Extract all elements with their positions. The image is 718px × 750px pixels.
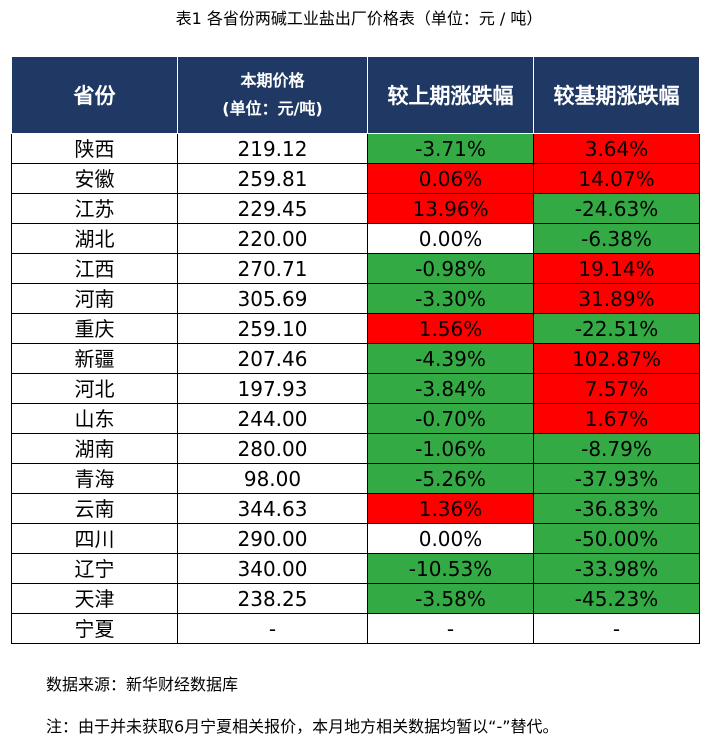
cell-mom-change: -0.98%: [367, 253, 534, 284]
source-note: 数据来源：新华财经数据库: [46, 675, 239, 694]
table-row: 天津 238.25 -3.58% -45.23%: [11, 583, 700, 614]
cell-yoy-change: -8.79%: [533, 433, 700, 464]
cell-yoy-change: 3.64%: [533, 133, 700, 164]
cell-price: 220.00: [177, 223, 368, 254]
cell-province: 天津: [11, 583, 178, 614]
table-row: 湖南 280.00 -1.06% -8.79%: [11, 433, 700, 464]
cell-price: 197.93: [177, 373, 368, 404]
header-mom-change: 较上期涨跌幅: [367, 56, 534, 134]
cell-yoy-change: -37.93%: [533, 463, 700, 494]
cell-yoy-change: -33.98%: [533, 553, 700, 584]
cell-province: 云南: [11, 493, 178, 524]
cell-mom-change: -3.71%: [367, 133, 534, 164]
cell-price: 98.00: [177, 463, 368, 494]
table-header-row: 省份 本期价格 (单位：元/吨) 较上期涨跌幅 较基期涨跌幅: [11, 56, 700, 134]
table-body: 陕西 219.12 -3.71% 3.64% 安徽 259.81 0.06% 14.07% 江苏…: [11, 133, 700, 644]
table-row: 新疆 207.46 -4.39% 102.87%: [11, 343, 700, 374]
cell-yoy-change: -22.51%: [533, 313, 700, 344]
cell-province: 江西: [11, 253, 178, 284]
cell-mom-change: 0.00%: [367, 223, 534, 254]
cell-yoy-change: -24.63%: [533, 193, 700, 224]
table-row: 四川 290.00 0.00% -50.00%: [11, 523, 700, 554]
cell-price: 238.25: [177, 583, 368, 614]
table-row: 云南 344.63 1.36% -36.83%: [11, 493, 700, 524]
cell-price: 207.46: [177, 343, 368, 374]
table-row: 河南 305.69 -3.30% 31.89%: [11, 283, 700, 314]
cell-mom-change: -: [367, 613, 534, 644]
header-yoy-change: 较基期涨跌幅: [533, 56, 700, 134]
table-title: 表1 各省份两碱工业盐出厂价格表（单位：元 / 吨）: [175, 9, 543, 28]
cell-province: 陕西: [11, 133, 178, 164]
table-row: 山东 244.00 -0.70% 1.67%: [11, 403, 700, 434]
cell-yoy-change: -6.38%: [533, 223, 700, 254]
cell-price: 305.69: [177, 283, 368, 314]
cell-mom-change: -3.58%: [367, 583, 534, 614]
cell-province: 宁夏: [11, 613, 178, 644]
cell-price: 219.12: [177, 133, 368, 164]
header-province: 省份: [11, 56, 178, 134]
header-price-line2: (单位：元/吨): [222, 99, 323, 118]
cell-yoy-change: 31.89%: [533, 283, 700, 314]
cell-mom-change: -3.30%: [367, 283, 534, 314]
cell-province: 青海: [11, 463, 178, 494]
cell-price: 259.10: [177, 313, 368, 344]
cell-province: 安徽: [11, 163, 178, 194]
cell-province: 湖南: [11, 433, 178, 464]
cell-yoy-change: -36.83%: [533, 493, 700, 524]
cell-yoy-change: -45.23%: [533, 583, 700, 614]
footnote: 注：由于并未获取6月宁夏相关报价，本月地方相关数据均暂以“-”替代。: [46, 717, 559, 736]
cell-mom-change: -1.06%: [367, 433, 534, 464]
table-row: 安徽 259.81 0.06% 14.07%: [11, 163, 700, 194]
cell-province: 新疆: [11, 343, 178, 374]
cell-yoy-change: -50.00%: [533, 523, 700, 554]
cell-price: 270.71: [177, 253, 368, 284]
cell-mom-change: 1.36%: [367, 493, 534, 524]
table-row: 陕西 219.12 -3.71% 3.64%: [11, 133, 700, 164]
cell-price: 244.00: [177, 403, 368, 434]
cell-price: 229.45: [177, 193, 368, 224]
cell-price: 290.00: [177, 523, 368, 554]
table-row: 重庆 259.10 1.56% -22.51%: [11, 313, 700, 344]
price-table: 省份 本期价格 (单位：元/吨) 较上期涨跌幅 较基期涨跌幅 陕西 219.12-…: [11, 56, 700, 644]
cell-mom-change: -0.70%: [367, 403, 534, 434]
cell-mom-change: 0.06%: [367, 163, 534, 194]
table-row: 江苏 229.45 13.96% -24.63%: [11, 193, 700, 224]
cell-mom-change: -5.26%: [367, 463, 534, 494]
cell-yoy-change: 7.57%: [533, 373, 700, 404]
cell-mom-change: 13.96%: [367, 193, 534, 224]
table-row: 河北 197.93 -3.84% 7.57%: [11, 373, 700, 404]
cell-price: 280.00: [177, 433, 368, 464]
cell-price: 344.63: [177, 493, 368, 524]
cell-mom-change: -3.84%: [367, 373, 534, 404]
cell-province: 河北: [11, 373, 178, 404]
cell-province: 江苏: [11, 193, 178, 224]
cell-yoy-change: 19.14%: [533, 253, 700, 284]
cell-price: -: [177, 613, 368, 644]
cell-yoy-change: 1.67%: [533, 403, 700, 434]
cell-mom-change: -10.53%: [367, 553, 534, 584]
table-row: 宁夏 - - -: [11, 613, 700, 644]
cell-province: 山东: [11, 403, 178, 434]
cell-province: 湖北: [11, 223, 178, 254]
table-row: 辽宁 340.00 -10.53% -33.98%: [11, 553, 700, 584]
cell-mom-change: 0.00%: [367, 523, 534, 554]
header-price: 本期价格 (单位：元/吨): [177, 56, 368, 134]
header-price-line1: 本期价格: [240, 71, 305, 90]
cell-yoy-change: -: [533, 613, 700, 644]
cell-province: 辽宁: [11, 553, 178, 584]
table-row: 江西 270.71 -0.98% 19.14%: [11, 253, 700, 284]
cell-province: 四川: [11, 523, 178, 554]
cell-price: 340.00: [177, 553, 368, 584]
table-row: 青海 98.00 -5.26% -37.93%: [11, 463, 700, 494]
cell-yoy-change: 14.07%: [533, 163, 700, 194]
cell-mom-change: -4.39%: [367, 343, 534, 374]
cell-yoy-change: 102.87%: [533, 343, 700, 374]
cell-province: 河南: [11, 283, 178, 314]
table-row: 湖北 220.00 0.00% -6.38%: [11, 223, 700, 254]
cell-price: 259.81: [177, 163, 368, 194]
cell-province: 重庆: [11, 313, 178, 344]
cell-mom-change: 1.56%: [367, 313, 534, 344]
